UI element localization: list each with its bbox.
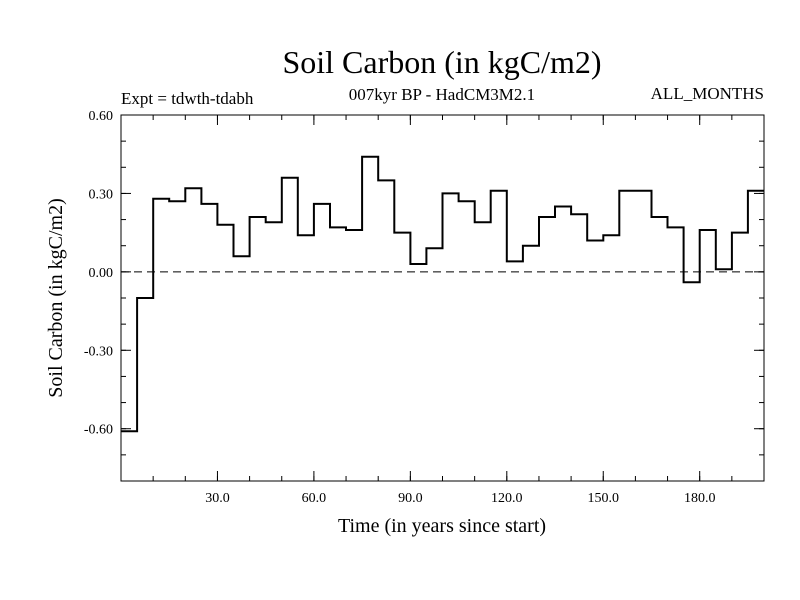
y-tick-label: 0.00 — [89, 266, 114, 281]
x-tick-label: 120.0 — [491, 491, 523, 506]
y-tick-label: 0.30 — [89, 187, 114, 202]
plot-area — [120, 114, 765, 482]
y-tick-label: -0.30 — [84, 344, 113, 359]
chart-title: Soil Carbon (in kgC/m2) — [282, 44, 601, 80]
months-label: ALL_MONTHS — [651, 84, 764, 103]
x-tick-label: 180.0 — [684, 491, 716, 506]
tick-labels: 30.0 60.0 90.0 120.0 150.0 180.0 0.60 0.30 0.00 -… — [84, 109, 716, 506]
x-tick-label: 30.0 — [205, 491, 230, 506]
x-axis-label: Time (in years since start) — [338, 515, 546, 537]
x-tick-label: 150.0 — [588, 491, 620, 506]
series-line — [121, 155, 764, 433]
y-tick-label: 0.60 — [89, 109, 114, 124]
y-axis-label: Soil Carbon (in kgC/m2) — [45, 198, 67, 397]
x-tick-label: 90.0 — [398, 491, 423, 506]
experiment-label: Expt = tdwth-tdabh — [121, 89, 254, 108]
axis-ticks — [121, 114, 764, 481]
y-tick-label: -0.60 — [84, 423, 113, 438]
chart-subtitle: 007kyr BP - HadCM3M2.1 — [349, 85, 535, 104]
x-tick-label: 60.0 — [302, 491, 327, 506]
